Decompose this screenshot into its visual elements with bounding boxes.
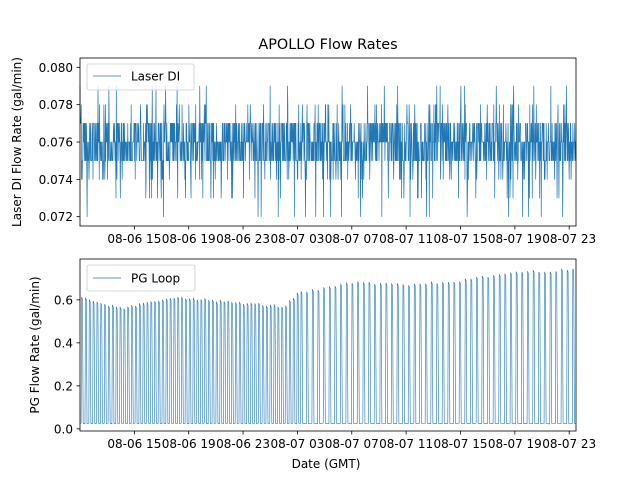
- subplot-laser-di: 08-06 15 08-06 19 08-06 23 08-07 03 08-07 07…: [10, 57, 596, 246]
- x-tick-label: 08-06 19: [162, 437, 216, 451]
- legend-label-pg-loop: PG Loop: [131, 272, 180, 286]
- x-ticks-top: 08-06 15 08-06 19 08-06 23 08-07 03 08-07 07…: [107, 226, 596, 246]
- subplot-pg-loop: 08-06 15 08-06 19 08-06 23 08-07 03 08-07 07…: [28, 258, 596, 471]
- x-tick-label: 08-07 07: [325, 437, 379, 451]
- y-tick-label: 0.072: [39, 210, 73, 224]
- x-tick-label: 08-06 23: [216, 437, 270, 451]
- x-tick-label: 08-07 15: [434, 437, 488, 451]
- x-tick-label: 08-06 15: [107, 437, 161, 451]
- series-line: [79, 268, 576, 425]
- x-tick-label: 08-07 03: [270, 437, 324, 451]
- y-tick-label: 0.2: [54, 379, 73, 393]
- x-tick-label: 08-06 15: [107, 232, 161, 246]
- x-tick-label: 08-07 19: [488, 232, 542, 246]
- legend-top: Laser DI: [86, 63, 195, 91]
- x-tick-label: 08-07 15: [434, 232, 488, 246]
- y-tick-label: 0.076: [39, 136, 73, 150]
- plot-frame-bottom: [79, 258, 577, 432]
- x-tick-label: 08-07 11: [379, 232, 433, 246]
- x-tick-label: 08-07 07: [325, 232, 379, 246]
- y-tick-label: 0.080: [39, 61, 73, 75]
- x-tick-label: 08-07 03: [270, 232, 324, 246]
- y-tick-label: 0.074: [39, 173, 73, 187]
- x-axis-label: Date (GMT): [292, 457, 361, 471]
- y-ticks-top: 0.072 0.074 0.076 0.078 0.080: [39, 61, 80, 224]
- y-axis-label-bottom: PG Flow Rate (gal/min): [28, 276, 42, 413]
- laser-di-series: [79, 85, 577, 218]
- legend-box-top: [86, 63, 195, 91]
- legend-bottom: PG Loop: [86, 264, 196, 292]
- y-tick-label: 0.6: [54, 293, 73, 307]
- x-tick-label: 08-06 23: [216, 232, 270, 246]
- x-tick-label: 08-07 19: [488, 437, 542, 451]
- series-line: [79, 85, 577, 218]
- x-tick-label: 08-07 23: [542, 232, 596, 246]
- chart-title: APOLLO Flow Rates: [258, 37, 397, 53]
- y-axis-label-top: Laser DI Flow Rate (gal/min): [10, 57, 24, 227]
- legend-box-bottom: [86, 264, 196, 292]
- legend-label-laser-di: Laser DI: [131, 70, 180, 84]
- x-ticks-bottom: 08-06 15 08-06 19 08-06 23 08-07 03 08-07 07…: [107, 431, 596, 451]
- pg-loop-series: [79, 268, 576, 425]
- x-tick-label: 08-07 23: [542, 437, 596, 451]
- y-tick-label: 0.0: [54, 422, 73, 436]
- y-tick-label: 0.078: [39, 98, 73, 112]
- y-ticks-bottom: 0.0 0.2 0.4 0.6: [54, 293, 80, 436]
- x-tick-label: 08-06 19: [162, 232, 216, 246]
- y-tick-label: 0.4: [54, 336, 73, 350]
- x-tick-label: 08-07 11: [379, 437, 433, 451]
